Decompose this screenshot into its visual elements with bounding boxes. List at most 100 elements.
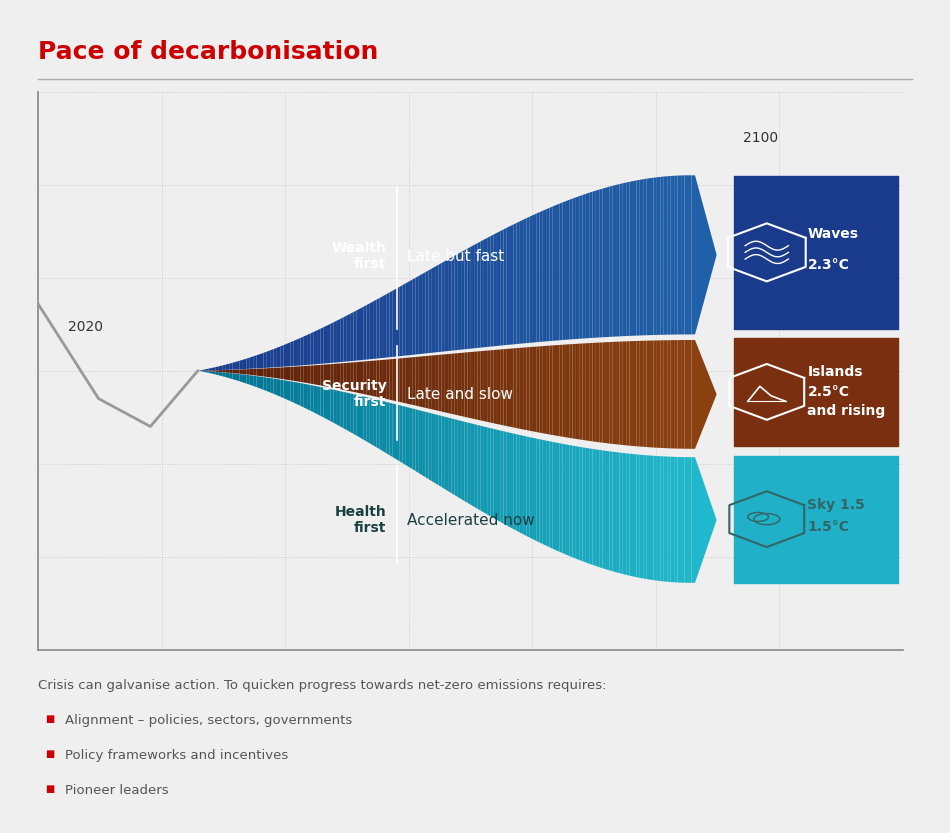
Polygon shape [373, 300, 376, 359]
Polygon shape [593, 449, 596, 566]
Polygon shape [356, 362, 360, 393]
Polygon shape [260, 353, 263, 368]
Polygon shape [233, 373, 237, 380]
Polygon shape [523, 218, 526, 343]
Polygon shape [664, 177, 667, 335]
Polygon shape [497, 430, 501, 521]
Text: Late but fast: Late but fast [408, 249, 504, 264]
Polygon shape [370, 302, 373, 359]
Polygon shape [205, 371, 208, 373]
Polygon shape [380, 401, 383, 451]
Polygon shape [647, 178, 650, 335]
Polygon shape [553, 345, 556, 436]
Polygon shape [337, 391, 340, 426]
Polygon shape [546, 441, 549, 547]
Polygon shape [387, 359, 390, 400]
Polygon shape [287, 367, 291, 381]
Polygon shape [630, 341, 633, 446]
Polygon shape [419, 410, 422, 475]
Polygon shape [685, 457, 688, 583]
Polygon shape [664, 456, 667, 581]
Polygon shape [602, 342, 606, 443]
Polygon shape [428, 412, 432, 481]
Polygon shape [432, 413, 435, 483]
Polygon shape [688, 457, 692, 583]
Polygon shape [406, 282, 409, 356]
Polygon shape [474, 424, 478, 509]
Polygon shape [222, 370, 226, 372]
Polygon shape [549, 346, 553, 435]
Polygon shape [530, 215, 533, 343]
Polygon shape [667, 340, 671, 448]
Polygon shape [291, 382, 294, 402]
Polygon shape [599, 342, 602, 442]
Polygon shape [280, 380, 284, 398]
Polygon shape [360, 307, 363, 360]
Polygon shape [671, 340, 674, 448]
Polygon shape [540, 439, 542, 544]
Polygon shape [451, 418, 455, 495]
Polygon shape [212, 367, 216, 371]
Polygon shape [654, 177, 656, 335]
Polygon shape [324, 364, 327, 387]
Polygon shape [533, 213, 536, 342]
Polygon shape [474, 352, 478, 420]
Polygon shape [692, 457, 695, 583]
Text: 1.5°C: 1.5°C [808, 520, 849, 534]
Polygon shape [229, 362, 233, 370]
Text: 2.3°C: 2.3°C [808, 257, 849, 272]
Polygon shape [510, 225, 513, 345]
Polygon shape [623, 182, 626, 337]
Polygon shape [415, 357, 419, 407]
Polygon shape [478, 425, 481, 511]
Polygon shape [613, 185, 616, 337]
Polygon shape [494, 350, 497, 424]
Polygon shape [458, 252, 461, 350]
Polygon shape [297, 338, 300, 366]
Polygon shape [650, 456, 654, 580]
Polygon shape [399, 285, 403, 357]
Polygon shape [280, 367, 284, 379]
Polygon shape [513, 348, 517, 428]
Polygon shape [504, 349, 506, 426]
Polygon shape [294, 367, 297, 382]
Polygon shape [317, 365, 320, 386]
Polygon shape [333, 390, 337, 425]
Polygon shape [390, 359, 392, 401]
Text: Crisis can galvanise action. To quicken progress towards net-zero emissions requ: Crisis can galvanise action. To quicken … [38, 679, 606, 692]
Polygon shape [549, 207, 553, 341]
Text: and rising: and rising [808, 404, 885, 418]
Polygon shape [497, 350, 501, 425]
Polygon shape [513, 433, 517, 531]
Polygon shape [681, 340, 685, 449]
Polygon shape [560, 202, 562, 340]
Polygon shape [448, 417, 451, 493]
Polygon shape [667, 456, 671, 582]
Polygon shape [664, 340, 667, 448]
Polygon shape [390, 291, 392, 357]
Polygon shape [582, 194, 586, 338]
Polygon shape [260, 377, 263, 390]
Polygon shape [596, 342, 599, 442]
Polygon shape [569, 445, 573, 557]
Polygon shape [317, 387, 320, 416]
Polygon shape [656, 456, 660, 581]
Polygon shape [616, 452, 619, 573]
Polygon shape [311, 385, 314, 412]
Polygon shape [287, 342, 291, 367]
Polygon shape [422, 356, 426, 408]
Polygon shape [353, 362, 356, 392]
Polygon shape [647, 341, 650, 447]
Polygon shape [263, 352, 267, 368]
Polygon shape [654, 456, 656, 581]
Polygon shape [656, 341, 660, 448]
Polygon shape [284, 380, 287, 400]
Polygon shape [497, 231, 501, 346]
Polygon shape [523, 347, 526, 430]
Polygon shape [688, 175, 692, 334]
Polygon shape [237, 361, 239, 369]
Polygon shape [566, 445, 569, 556]
Polygon shape [363, 397, 367, 441]
Polygon shape [243, 369, 246, 374]
Polygon shape [650, 177, 654, 335]
